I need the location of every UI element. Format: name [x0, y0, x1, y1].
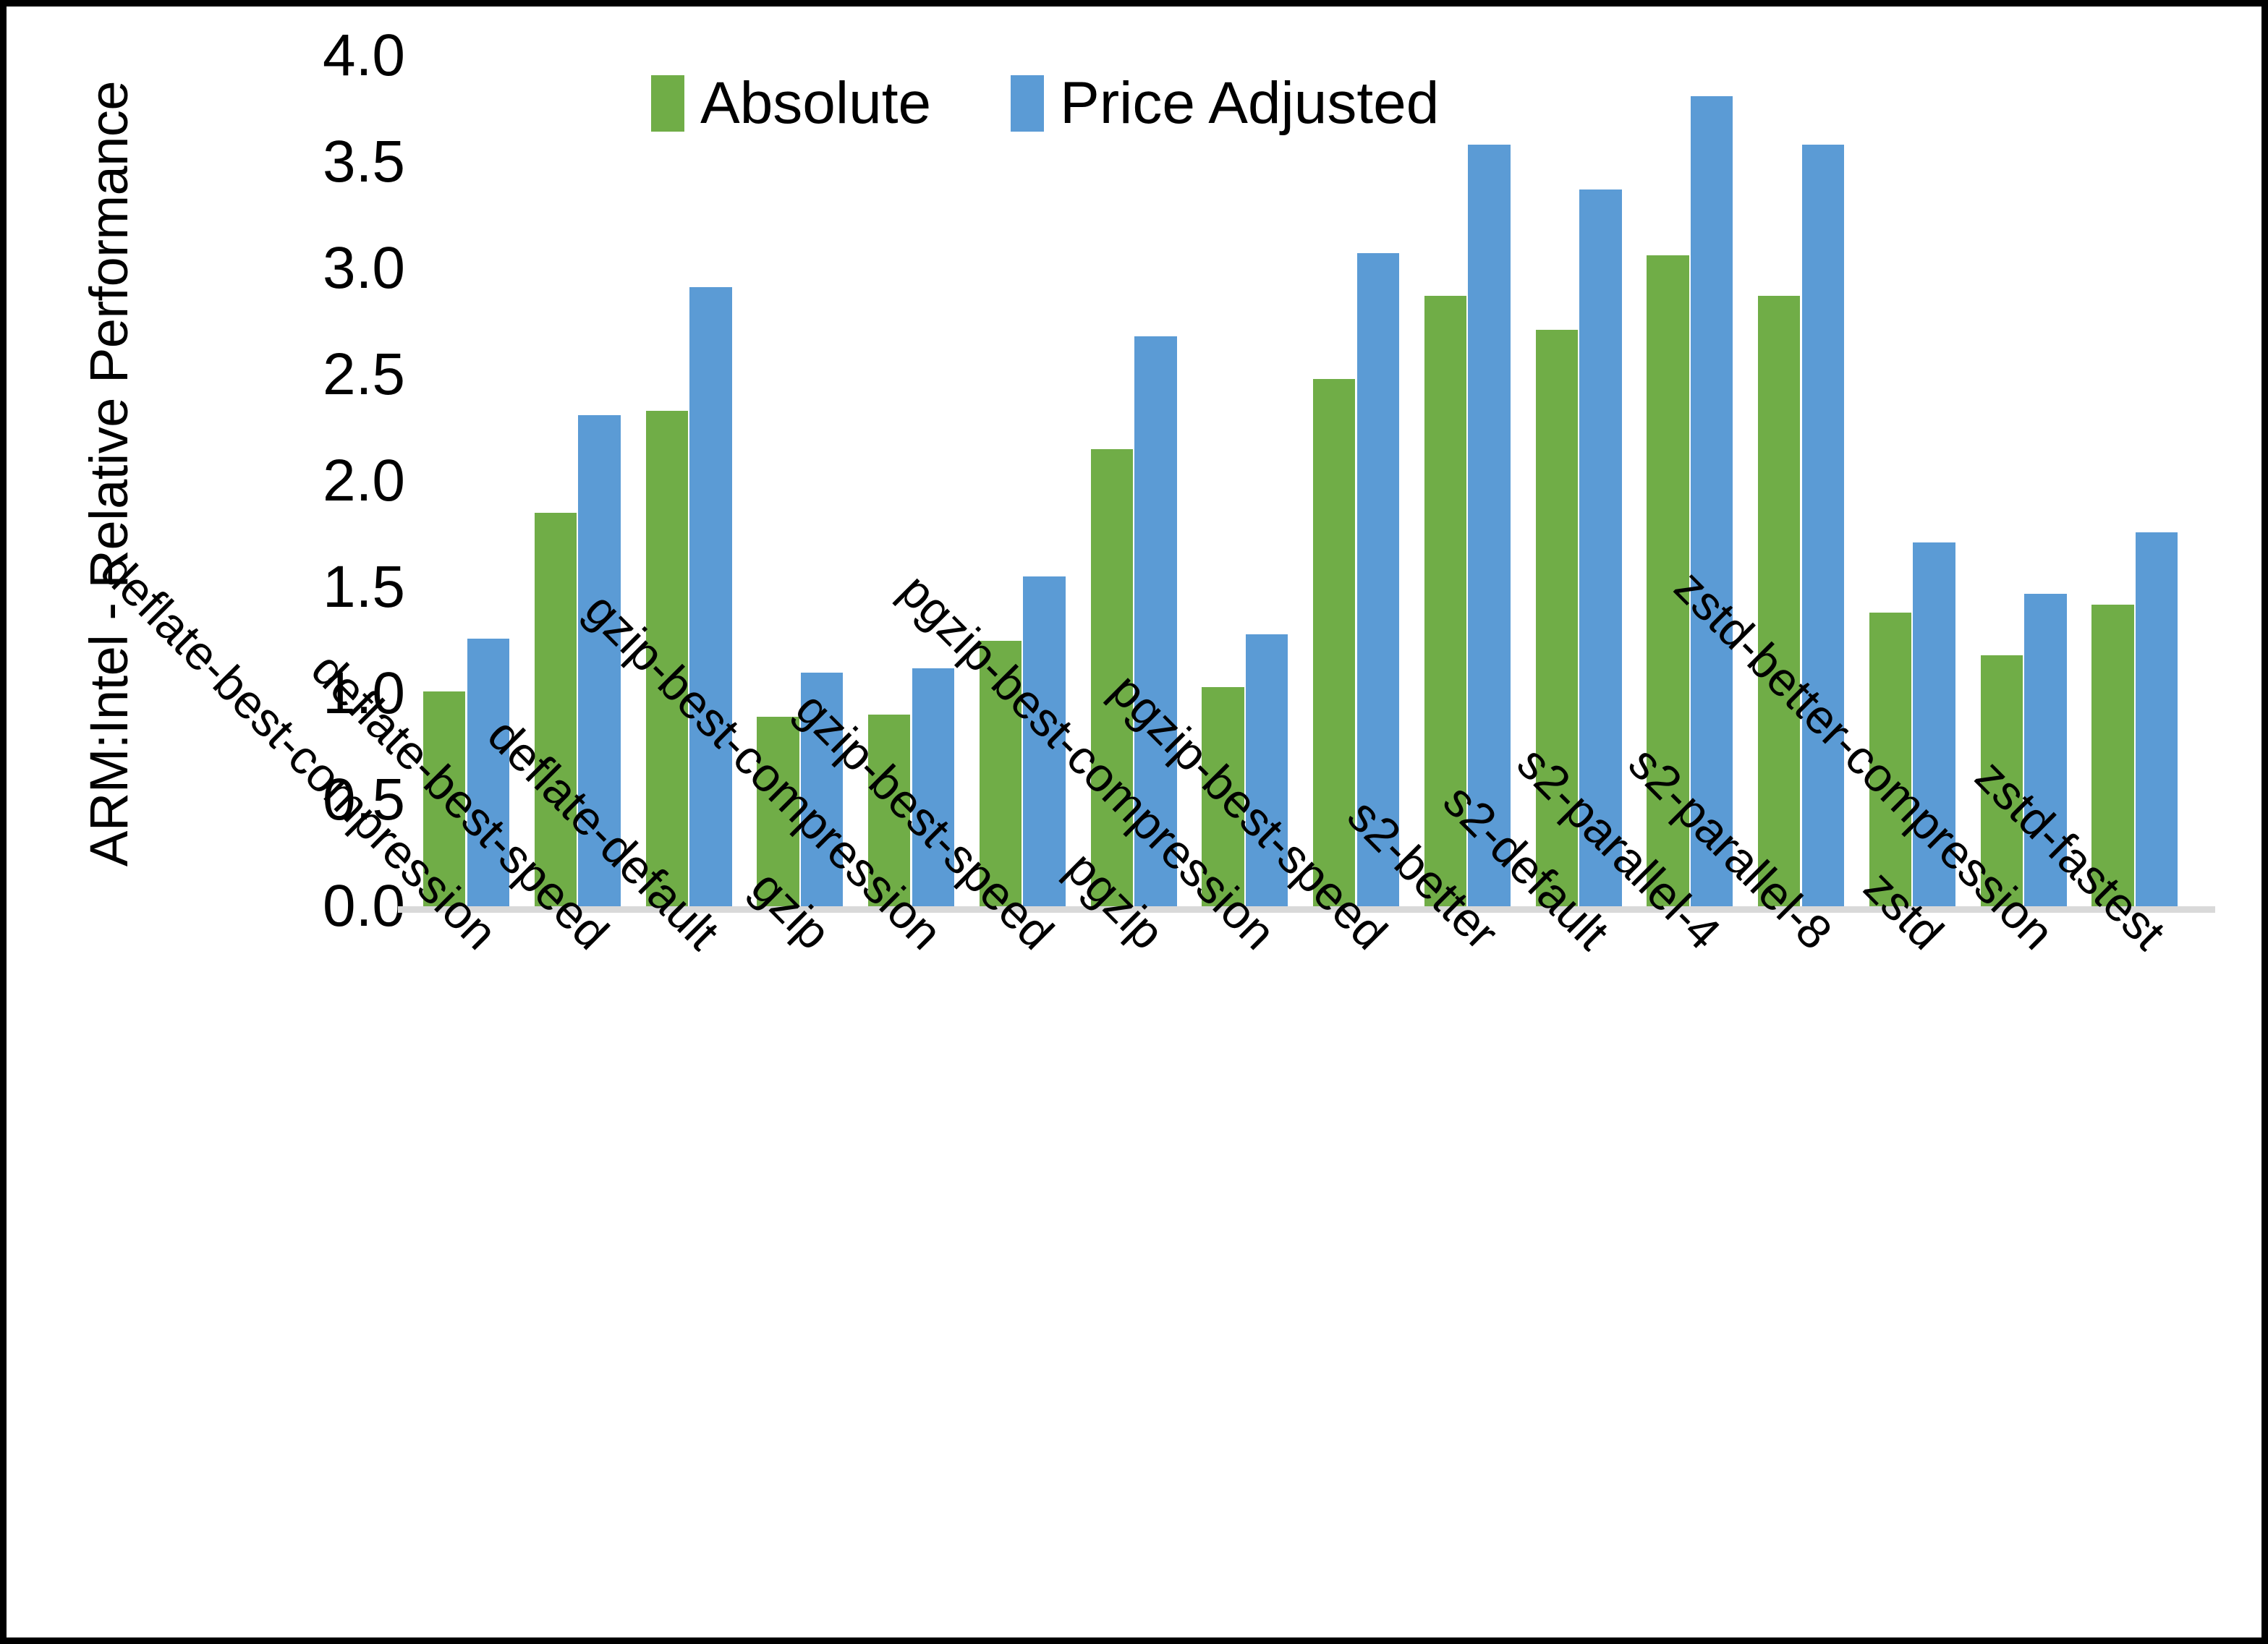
legend-label: Absolute	[700, 70, 932, 136]
bar-price-adjusted[interactable]	[1134, 336, 1177, 906]
bar-absolute[interactable]	[868, 715, 911, 906]
y-tick-label: 3.0	[323, 235, 405, 301]
bar-group	[1424, 56, 1536, 906]
bar-absolute[interactable]	[423, 691, 466, 906]
y-tick-label: 1.5	[323, 554, 405, 620]
bar-absolute[interactable]	[1424, 296, 1467, 906]
bar-group	[1980, 56, 2092, 906]
y-axis-tick-labels: 4.0 3.5 3.0 2.5 2.0 1.5 1.0 0.5 0.0	[260, 0, 405, 940]
bar-price-adjusted[interactable]	[1913, 542, 1955, 906]
bar-group	[757, 56, 868, 906]
bar-absolute[interactable]	[1980, 655, 2023, 906]
bar-price-adjusted[interactable]	[2135, 532, 2178, 906]
bar-price-adjusted[interactable]	[578, 414, 621, 906]
y-tick-label: 2.0	[323, 448, 405, 514]
bar-group	[2091, 56, 2203, 906]
chart-legend: Absolute Price Adjusted	[651, 64, 1439, 143]
y-axis-title: ARM:Intel - Relative Performance	[78, 80, 139, 867]
bar-price-adjusted[interactable]	[1356, 253, 1400, 906]
bar-price-adjusted[interactable]	[1023, 576, 1066, 906]
y-tick-label: 4.0	[323, 22, 405, 88]
bar-group	[868, 56, 980, 906]
bar-price-adjusted[interactable]	[689, 287, 732, 906]
bar-group	[1090, 56, 1202, 906]
bar-price-adjusted[interactable]	[800, 672, 844, 906]
bar-absolute[interactable]	[1313, 378, 1356, 906]
bar-price-adjusted[interactable]	[912, 668, 955, 906]
bar-price-adjusted[interactable]	[1801, 145, 1845, 906]
bar-absolute[interactable]	[757, 717, 799, 906]
bar-price-adjusted[interactable]	[1245, 634, 1288, 906]
bar-price-adjusted[interactable]	[467, 638, 510, 906]
bar-group	[1869, 56, 1981, 906]
bar-group	[1535, 56, 1647, 906]
bar-price-adjusted[interactable]	[2024, 593, 2067, 906]
bar-group	[979, 56, 1091, 906]
bar-absolute[interactable]	[1869, 613, 1912, 906]
bar-groups	[423, 56, 2203, 906]
bar-group	[534, 56, 646, 906]
bar-group	[645, 56, 757, 906]
y-tick-label: 3.5	[323, 129, 405, 195]
legend-swatch-icon	[651, 75, 684, 132]
plot-area	[398, 56, 2215, 913]
legend-item-absolute[interactable]: Absolute	[651, 74, 931, 133]
bar-price-adjusted[interactable]	[1579, 189, 1622, 906]
bar-absolute[interactable]	[1758, 296, 1801, 906]
y-tick-label: 0.0	[323, 873, 405, 939]
bar-absolute[interactable]	[1647, 255, 1689, 906]
y-tick-label: 0.5	[323, 767, 405, 832]
bar-absolute[interactable]	[534, 513, 577, 906]
bar-absolute[interactable]	[979, 640, 1022, 906]
bar-absolute[interactable]	[1090, 448, 1133, 906]
bar-absolute[interactable]	[645, 410, 688, 906]
bar-group	[1758, 56, 1869, 906]
legend-swatch-icon	[1011, 75, 1045, 132]
bar-group	[1313, 56, 1424, 906]
bar-group	[423, 56, 535, 906]
legend-item-adjusted[interactable]: Price Adjusted	[1011, 74, 1439, 133]
y-tick-label: 2.5	[323, 341, 405, 407]
bar-group	[1202, 56, 1313, 906]
x-axis-tick-labels: deflate-best-compression deflate-best-spe…	[90, 542, 2203, 1573]
y-tick-label: 1.0	[323, 660, 405, 726]
axis-baseline	[398, 906, 2215, 913]
bar-price-adjusted[interactable]	[1468, 145, 1511, 906]
legend-label: Price Adjusted	[1060, 70, 1440, 136]
bar-absolute[interactable]	[1202, 687, 1244, 906]
bar-price-adjusted[interactable]	[1690, 95, 1733, 906]
bar-absolute[interactable]	[1535, 330, 1578, 906]
bar-absolute[interactable]	[2091, 604, 2134, 906]
bar-group	[1647, 56, 1758, 906]
